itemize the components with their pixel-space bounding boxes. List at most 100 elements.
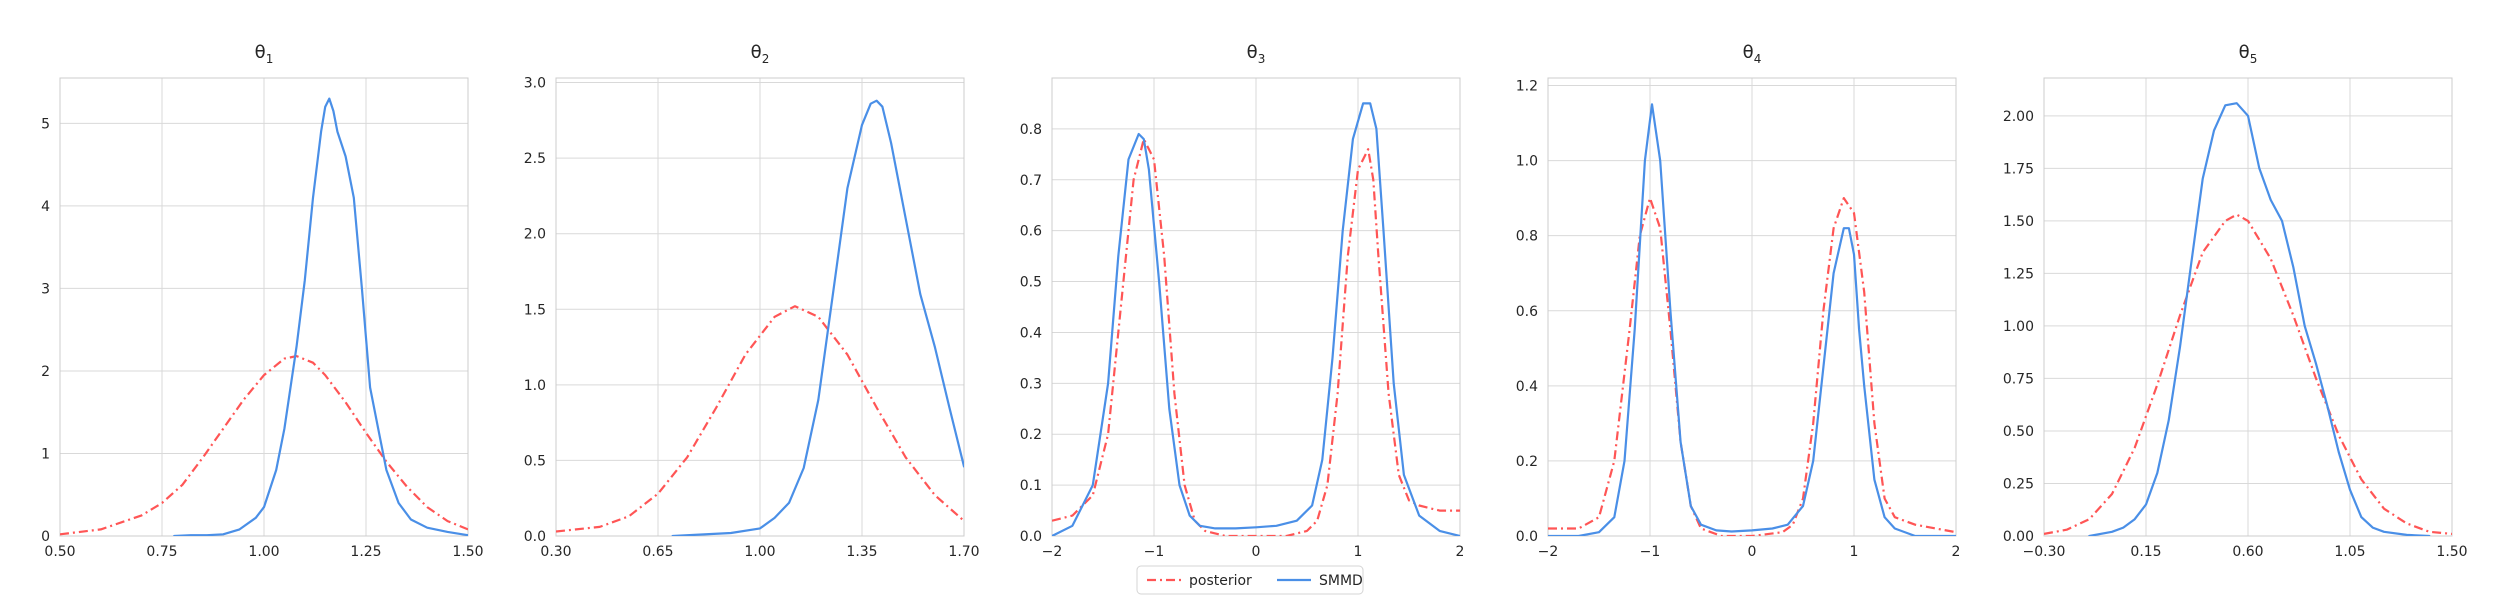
y-tick-label: 0.1	[1020, 478, 1042, 494]
x-tick-label: 0.75	[146, 544, 177, 560]
series-line-smmd	[1052, 102, 1460, 536]
panel-title: θ1	[255, 42, 274, 66]
y-tick-label: 0.25	[2003, 476, 2034, 492]
y-tick-label: 1.75	[2003, 161, 2034, 177]
x-tick-label: 1.25	[350, 544, 381, 560]
y-tick-label: 0.00	[2003, 529, 2034, 545]
x-tick-label: 2	[1952, 544, 1961, 560]
series-line-smmd	[671, 99, 964, 536]
series-line-smmd	[2088, 102, 2431, 536]
series-line-posterior	[1052, 138, 1460, 536]
y-tick-label: 0.6	[1020, 224, 1042, 240]
y-tick-label: 2.00	[2003, 109, 2034, 125]
y-tick-label: 0.5	[524, 453, 546, 469]
y-tick-label: 0.4	[1516, 379, 1538, 395]
x-tick-label: −2	[1042, 544, 1063, 560]
y-tick-label: 1.50	[2003, 214, 2034, 230]
series-line-posterior	[2044, 213, 2452, 535]
y-tick-label: 4	[41, 199, 50, 215]
y-tick-label: 1.2	[1516, 79, 1538, 95]
series-line-smmd	[173, 97, 468, 536]
x-tick-label: 1.35	[846, 544, 877, 560]
y-tick-label: 0.5	[1020, 275, 1042, 291]
y-tick-label: 2	[41, 364, 50, 380]
y-tick-label: 0.6	[1516, 304, 1538, 320]
y-tick-label: 1.0	[1516, 154, 1538, 170]
x-tick-label: 2	[1456, 544, 1465, 560]
y-tick-label: 0.0	[1020, 529, 1042, 545]
x-tick-label: 0	[1748, 544, 1757, 560]
x-tick-label: 1.50	[452, 544, 483, 560]
y-tick-label: 0.8	[1020, 122, 1042, 138]
panel-title-base: θ	[2239, 42, 2250, 63]
y-tick-label: 0.3	[1020, 376, 1042, 392]
y-tick-label: 2.0	[524, 227, 546, 243]
plot-frame	[59, 77, 469, 537]
y-tick-label: 1.5	[524, 302, 546, 318]
chart-panel-5: −0.30 0.15 0.60 1.05 1.50 0.00 0.25 0.50 0.75 1.0…	[2003, 42, 2468, 560]
chart-panel-2: 0.30 0.65 1.00 1.35 1.70 0.0 0.5 1.0 1.5 2.0 2.5 3.…	[524, 42, 980, 560]
x-tick-label: 1	[1850, 544, 1859, 560]
x-tick-label: 1.00	[248, 544, 279, 560]
series-line-posterior	[60, 355, 468, 536]
x-tick-label: −1	[1144, 544, 1165, 560]
x-tick-label: 0	[1252, 544, 1261, 560]
chart-panel-3: −2 −1 0 1 2 0.0 0.1 0.2 0.3 0.4 0.5 0.6 0.7 0.8 θ3	[1020, 42, 1465, 560]
x-tick-label: 0.50	[44, 544, 75, 560]
y-tick-label: 0.4	[1020, 325, 1042, 341]
y-tick-label: 2.5	[524, 151, 546, 167]
panel-title: θ2	[751, 42, 770, 66]
panel-title-subscript: 1	[266, 52, 274, 66]
y-tick-label: 0	[41, 529, 50, 545]
y-tick-label: 0.50	[2003, 424, 2034, 440]
y-tick-label: 0.0	[1516, 529, 1538, 545]
plot-frame	[555, 77, 965, 537]
y-tick-label: 3	[41, 281, 50, 297]
plot-frame	[2043, 77, 2453, 537]
panel-title: θ4	[1743, 42, 1762, 66]
y-tick-label: 1.25	[2003, 266, 2034, 282]
series-line-posterior	[1548, 197, 1956, 536]
panel-title-subscript: 4	[1754, 52, 1762, 66]
x-tick-label: 0.60	[2232, 544, 2263, 560]
x-tick-label: −1	[1640, 544, 1661, 560]
series-line-smmd	[1548, 103, 1956, 536]
panel-title: θ3	[1247, 42, 1266, 66]
panel-title-base: θ	[1247, 42, 1258, 63]
x-tick-label: −2	[1538, 544, 1559, 560]
legend-label-smmd: SMMD	[1319, 573, 1363, 589]
y-tick-label: 0.7	[1020, 173, 1042, 189]
y-tick-label: 3.0	[524, 76, 546, 92]
y-tick-label: 0.8	[1516, 229, 1538, 245]
series-line-posterior	[556, 305, 964, 533]
panel-title-base: θ	[751, 42, 762, 63]
y-tick-label: 1.0	[524, 378, 546, 394]
panel-title-base: θ	[1743, 42, 1754, 63]
x-tick-label: 0.15	[2130, 544, 2161, 560]
legend: posterior SMMD	[1136, 565, 1364, 595]
y-tick-label: 0.0	[524, 529, 546, 545]
x-tick-label: 1.70	[948, 544, 979, 560]
y-tick-label: 0.2	[1516, 454, 1538, 470]
x-tick-label: 1.05	[2334, 544, 2365, 560]
panel-title: θ5	[2239, 42, 2258, 66]
y-tick-label: 5	[41, 116, 50, 132]
x-tick-label: 0.30	[540, 544, 571, 560]
chart-panel-4: −2 −1 0 1 2 0.0 0.2 0.4 0.6 0.8 1.0 1.2 θ4	[1516, 42, 1961, 560]
legend-label-posterior: posterior	[1189, 573, 1252, 589]
y-tick-label: 1	[41, 446, 50, 462]
panel-title-base: θ	[255, 42, 266, 63]
panel-title-subscript: 2	[762, 52, 770, 66]
panel-title-subscript: 5	[2250, 52, 2258, 66]
x-tick-label: 1	[1354, 544, 1363, 560]
x-tick-label: 1.50	[2436, 544, 2467, 560]
y-tick-label: 0.2	[1020, 427, 1042, 443]
x-tick-label: 0.65	[642, 544, 673, 560]
y-tick-label: 0.75	[2003, 371, 2034, 387]
legend-frame	[1136, 565, 1364, 595]
panel-title-subscript: 3	[1258, 52, 1266, 66]
y-tick-label: 1.00	[2003, 319, 2034, 335]
x-tick-label: 1.00	[744, 544, 775, 560]
